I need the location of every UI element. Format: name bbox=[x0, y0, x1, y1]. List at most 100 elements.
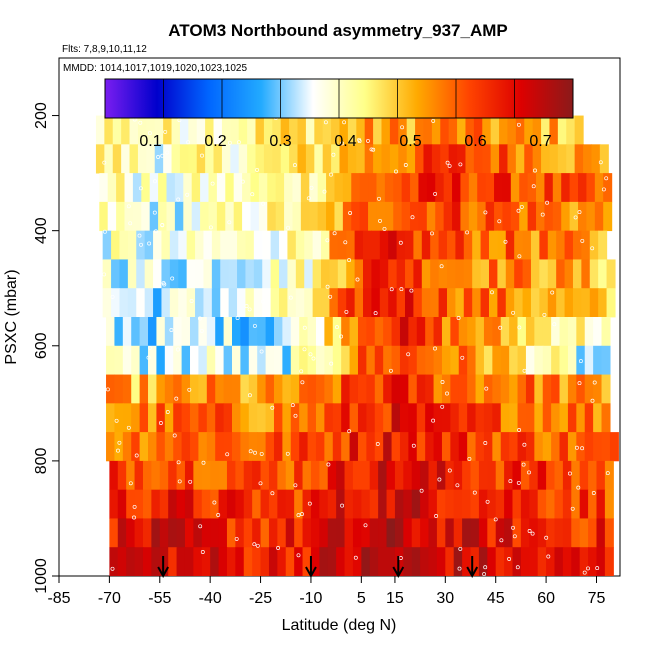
heatmap-cell bbox=[499, 115, 509, 145]
heatmap-cell bbox=[321, 259, 331, 289]
heatmap-cell bbox=[109, 489, 119, 519]
heatmap-cell bbox=[346, 230, 356, 260]
heatmap-cell bbox=[211, 230, 221, 260]
heatmap-cell bbox=[290, 317, 300, 347]
sample-point bbox=[598, 160, 603, 165]
heatmap-cell bbox=[351, 201, 361, 232]
heatmap-cell bbox=[273, 403, 283, 433]
heatmap-cell bbox=[477, 173, 487, 203]
heatmap-cell bbox=[228, 259, 238, 289]
heatmap-cell bbox=[153, 288, 163, 318]
heatmap-cell bbox=[237, 230, 247, 260]
heatmap-cell bbox=[237, 288, 247, 318]
heatmap-cell bbox=[426, 201, 436, 232]
heatmap-cell bbox=[559, 432, 569, 462]
sample-point bbox=[300, 380, 305, 385]
sample-point bbox=[498, 325, 503, 330]
sample-point bbox=[447, 163, 452, 168]
heatmap-cell bbox=[519, 201, 529, 232]
heatmap-cell bbox=[132, 173, 142, 203]
sample-point bbox=[437, 477, 442, 482]
heatmap-cell bbox=[216, 201, 226, 232]
heatmap-cell bbox=[564, 259, 574, 289]
heatmap-cell bbox=[399, 345, 409, 375]
sample-point bbox=[431, 418, 436, 423]
heatmap-cell bbox=[344, 518, 354, 548]
sample-point bbox=[311, 356, 316, 361]
heatmap-cell bbox=[359, 201, 369, 232]
heatmap-cell bbox=[151, 518, 161, 548]
heatmap-cell bbox=[425, 317, 435, 347]
heatmap-cell bbox=[164, 403, 174, 433]
heatmap-cell bbox=[584, 432, 594, 462]
heatmap-cell bbox=[598, 259, 608, 289]
heatmap-cell bbox=[366, 345, 376, 375]
x-tick-label: -10 bbox=[299, 590, 322, 607]
sample-point bbox=[259, 451, 264, 456]
heatmap-cell bbox=[142, 518, 152, 548]
heatmap-cell bbox=[324, 374, 334, 404]
heatmap-cell bbox=[112, 115, 122, 145]
heatmap-cell bbox=[148, 374, 158, 404]
heatmap-cell bbox=[480, 230, 490, 260]
heatmap-cell bbox=[235, 547, 245, 576]
heatmap-cell bbox=[124, 201, 134, 232]
heatmap-cell bbox=[289, 144, 299, 174]
heatmap-cell bbox=[416, 403, 426, 433]
sample-point bbox=[165, 150, 170, 155]
heatmap-cell bbox=[305, 144, 315, 174]
heatmap-cell bbox=[467, 403, 477, 433]
sample-point bbox=[375, 442, 380, 446]
heatmap-cell bbox=[169, 288, 179, 318]
sample-point bbox=[363, 523, 368, 528]
sample-point bbox=[322, 189, 327, 194]
heatmap-cell bbox=[458, 345, 468, 375]
heatmap-cell bbox=[232, 403, 241, 433]
heatmap-cell bbox=[357, 374, 367, 404]
heatmap-cell bbox=[383, 403, 393, 433]
heatmap-cell bbox=[403, 460, 413, 491]
heatmap-cell bbox=[329, 230, 339, 260]
heatmap-cell bbox=[284, 173, 294, 203]
heatmap-cell bbox=[240, 374, 250, 404]
heatmap-cell bbox=[315, 374, 325, 404]
sample-point bbox=[105, 387, 110, 392]
sample-point bbox=[331, 152, 336, 157]
heatmap-cell bbox=[191, 173, 201, 203]
sample-point bbox=[286, 225, 291, 230]
heatmap-cell bbox=[393, 201, 403, 232]
heatmap-cell bbox=[588, 489, 598, 519]
y-axis-label: PSXC (mbar) bbox=[3, 269, 20, 364]
heatmap-cell bbox=[525, 432, 535, 462]
heatmap-cell bbox=[158, 173, 168, 203]
heatmap-cell bbox=[411, 518, 421, 548]
heatmap-cell bbox=[445, 460, 455, 491]
heatmap-cell bbox=[268, 518, 278, 548]
heatmap-cell bbox=[132, 201, 142, 232]
heatmap-cell bbox=[537, 460, 547, 491]
sample-point bbox=[227, 140, 232, 145]
sample-point bbox=[308, 352, 313, 357]
heatmap-cell bbox=[146, 115, 156, 145]
heatmap-cell bbox=[426, 173, 436, 203]
heatmap-cell bbox=[537, 489, 547, 519]
sample-point bbox=[296, 513, 301, 518]
x-tick-label: 5 bbox=[357, 590, 366, 607]
heatmap-cell bbox=[561, 173, 571, 203]
heatmap-cell bbox=[604, 460, 614, 491]
heatmap-cell bbox=[126, 518, 136, 548]
heatmap-cell bbox=[260, 489, 270, 519]
heatmap-cell bbox=[571, 547, 581, 576]
sample-point bbox=[398, 240, 403, 245]
heatmap-cell bbox=[534, 345, 544, 375]
heatmap-cell bbox=[405, 230, 415, 260]
heatmap-cell bbox=[431, 144, 441, 174]
sample-point bbox=[176, 460, 181, 465]
heatmap-cell bbox=[159, 518, 169, 548]
heatmap-cell bbox=[522, 288, 532, 318]
heatmap-cell bbox=[490, 115, 500, 145]
heatmap-cell bbox=[562, 547, 572, 576]
heatmap-cell bbox=[576, 345, 586, 375]
sample-point bbox=[516, 208, 521, 213]
heatmap-cell bbox=[248, 403, 258, 433]
